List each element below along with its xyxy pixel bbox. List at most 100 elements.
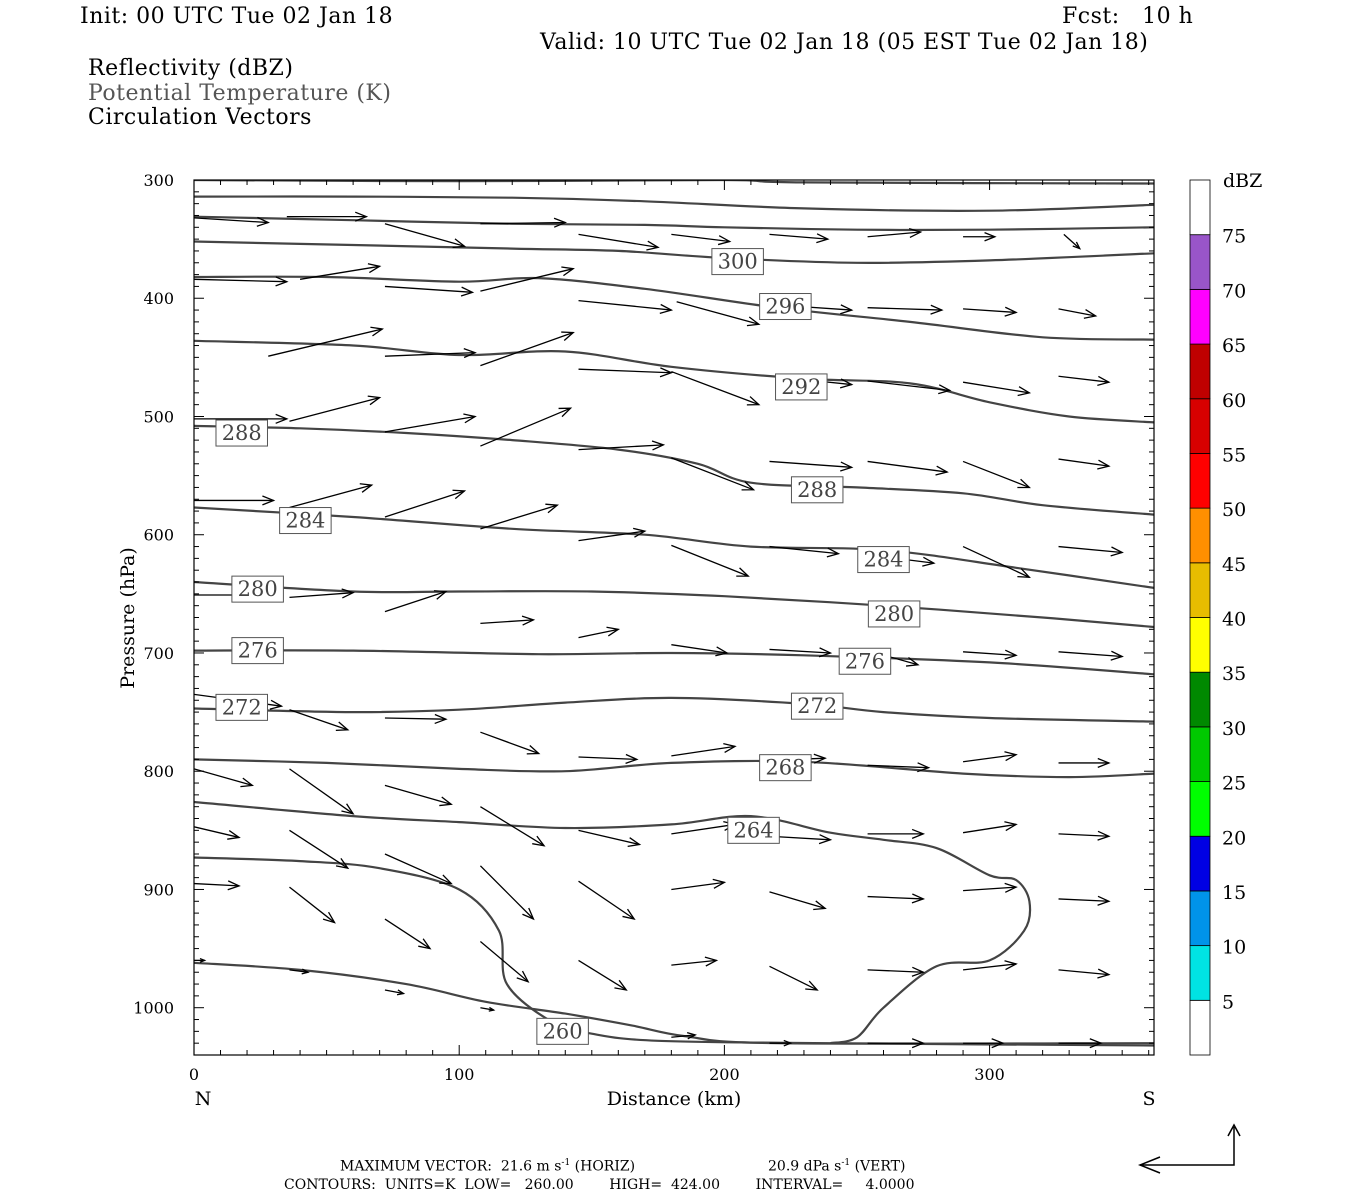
circulation-vector bbox=[769, 233, 830, 244]
circulation-vector bbox=[1058, 757, 1111, 768]
colorbar-level-label: 5 bbox=[1222, 991, 1234, 1013]
circulation-vector bbox=[299, 263, 382, 280]
isotherm-line bbox=[194, 195, 1154, 212]
circulation-vector bbox=[578, 626, 621, 639]
colorbar-segment bbox=[1189, 671, 1211, 728]
circulation-vector bbox=[671, 956, 719, 967]
isotherm-line bbox=[194, 339, 1154, 424]
circulation-vector bbox=[480, 217, 568, 228]
circulation-vector bbox=[194, 276, 289, 287]
circulation-vector bbox=[194, 413, 289, 424]
circulation-vector bbox=[384, 713, 448, 725]
svg-text:288: 288 bbox=[797, 478, 837, 502]
valid-time: Valid: 10 UTC Tue 02 Jan 18 (05 EST Tue … bbox=[540, 30, 1149, 55]
y-axis-title: Pressure (hPa) bbox=[117, 547, 139, 689]
svg-text:292: 292 bbox=[781, 375, 821, 399]
circulation-vector bbox=[671, 1031, 697, 1040]
colorbar-level-label: 10 bbox=[1222, 937, 1246, 959]
circulation-vector bbox=[384, 223, 467, 249]
colorbar-units: dBZ bbox=[1223, 170, 1262, 192]
circulation-vector bbox=[769, 1039, 793, 1047]
colorbar-segment bbox=[1189, 617, 1211, 673]
colorbar-level-label: 35 bbox=[1222, 663, 1246, 685]
x-tick-label: 300 bbox=[974, 1065, 1005, 1084]
isotherm-label: 272 bbox=[215, 693, 268, 721]
colorbar-level-label: 70 bbox=[1222, 280, 1246, 302]
svg-text:272: 272 bbox=[222, 695, 262, 719]
svg-text:268: 268 bbox=[765, 756, 805, 780]
colorbar-level-label: 75 bbox=[1222, 226, 1246, 248]
svg-text:280: 280 bbox=[874, 602, 914, 626]
circulation-vector bbox=[480, 731, 541, 755]
colorbar-segment bbox=[1189, 945, 1211, 1001]
circulation-vector bbox=[963, 649, 1018, 660]
circulation-vector bbox=[384, 348, 477, 359]
colorbar-segment bbox=[1189, 398, 1211, 454]
circulation-vector bbox=[1058, 375, 1111, 386]
circulation-vector bbox=[769, 647, 833, 658]
isotherm-line bbox=[194, 506, 1154, 589]
svg-text:300: 300 bbox=[718, 250, 758, 274]
circulation-vector bbox=[962, 381, 1032, 397]
isotherm-label: 264 bbox=[727, 816, 780, 844]
colorbar-level-label: 60 bbox=[1222, 390, 1246, 412]
colorbar-level-label: 40 bbox=[1222, 609, 1246, 631]
circulation-vector bbox=[1058, 650, 1124, 661]
isotherm-line bbox=[194, 240, 1154, 264]
y-tick-label: 800 bbox=[143, 762, 174, 781]
circulation-vector bbox=[480, 503, 559, 530]
circulation-vector bbox=[671, 457, 756, 491]
field-circulation-vectors: Circulation Vectors bbox=[88, 105, 312, 130]
max-vertical-text: 20.9 dPa s-1 (VERT) bbox=[768, 1158, 906, 1175]
y-tick-label: 500 bbox=[143, 407, 174, 426]
colorbar-level-label: 45 bbox=[1222, 554, 1246, 576]
isotherm-label: 276 bbox=[231, 637, 284, 665]
svg-text:276: 276 bbox=[845, 649, 885, 673]
circulation-vector bbox=[769, 891, 827, 911]
colorbar-level-label: 65 bbox=[1222, 335, 1246, 357]
circulation-vector bbox=[578, 527, 647, 542]
isotherm-line bbox=[194, 758, 1154, 779]
circulation-vector bbox=[384, 489, 467, 518]
colorbar-segment bbox=[1189, 726, 1211, 782]
circulation-vector bbox=[671, 233, 732, 246]
isotherm-label: 280 bbox=[231, 575, 284, 603]
circulation-vector bbox=[384, 285, 475, 297]
circulation-vector bbox=[578, 753, 639, 765]
svg-text:288: 288 bbox=[222, 421, 262, 445]
circulation-vector bbox=[384, 989, 406, 996]
colorbar-level-label: 30 bbox=[1222, 718, 1246, 740]
circulation-vector bbox=[480, 615, 536, 626]
circulation-vector bbox=[1058, 968, 1111, 979]
circulation-vector bbox=[289, 588, 355, 599]
circulation-vector bbox=[962, 751, 1018, 763]
circulation-vector bbox=[962, 821, 1018, 834]
circulation-vector bbox=[268, 326, 384, 357]
colorbar-level-label: 15 bbox=[1222, 882, 1246, 904]
north-end-label: N bbox=[195, 1088, 212, 1110]
circulation-vector bbox=[194, 216, 271, 227]
isotherm-layer bbox=[194, 180, 1154, 1047]
circulation-vector bbox=[671, 544, 750, 577]
circulation-vector bbox=[578, 829, 642, 847]
circulation-vector bbox=[867, 227, 923, 239]
circulation-vector bbox=[962, 545, 1031, 579]
circulation-vector bbox=[578, 233, 660, 251]
plot-frame bbox=[193, 179, 1155, 1056]
circulation-vector bbox=[289, 395, 382, 422]
circulation-vector bbox=[194, 826, 241, 840]
circulation-vector bbox=[578, 440, 666, 451]
circulation-vector bbox=[867, 460, 949, 476]
colorbar-segment bbox=[1189, 999, 1211, 1056]
circulation-vector bbox=[867, 966, 926, 977]
circulation-vector bbox=[867, 1038, 926, 1049]
svg-text:284: 284 bbox=[285, 509, 325, 533]
circulation-vector bbox=[867, 304, 944, 315]
circulation-vector bbox=[671, 370, 761, 406]
circulation-vector bbox=[962, 960, 1018, 971]
isotherm-line bbox=[194, 424, 1154, 516]
circulation-vector bbox=[289, 968, 310, 975]
circulation-vector bbox=[1058, 895, 1111, 906]
svg-text:264: 264 bbox=[734, 818, 774, 842]
